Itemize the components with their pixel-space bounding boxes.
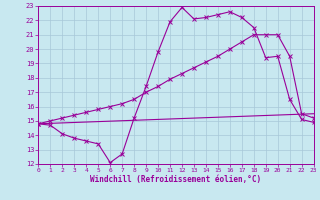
X-axis label: Windchill (Refroidissement éolien,°C): Windchill (Refroidissement éolien,°C) xyxy=(91,175,261,184)
